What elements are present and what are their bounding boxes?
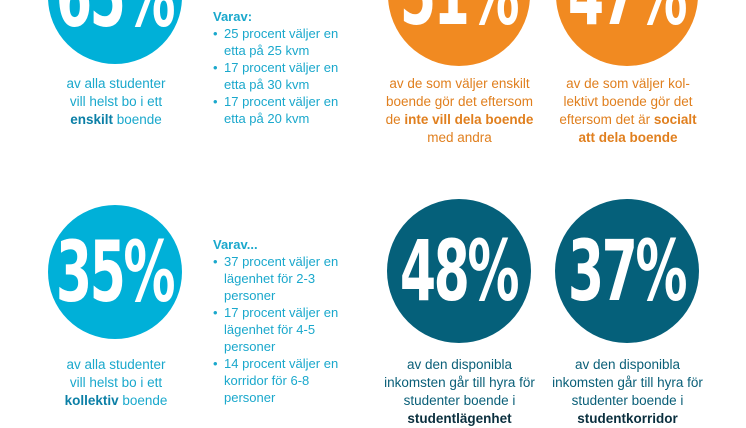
stat-percent: 35% xyxy=(56,223,176,321)
caption-text: boende xyxy=(116,112,162,127)
stat-circle-enskilt: 65% xyxy=(48,0,182,64)
caption-text: boende xyxy=(122,393,168,408)
list-item: 14 procent väljer en korridor för 6-8 pe… xyxy=(213,355,341,406)
stat-circle-studentlagenhet: 48% xyxy=(387,199,531,343)
caption-emphasis: kollektiv xyxy=(64,393,119,408)
caption-text: av alla studenter vill helst bo i ett xyxy=(66,357,166,390)
list-item: 25 procent väljer en etta på 25 kvm xyxy=(213,25,348,59)
stat-circle-vill-ej-dela: 51% xyxy=(388,0,530,66)
caption-text: av de som väljer kol-lektivt boende gör … xyxy=(559,76,693,127)
list-heading: Varav: xyxy=(213,9,253,24)
stat-caption-vill-ej-dela: av de som väljer enskilt boende gör det … xyxy=(381,75,538,147)
stat-percent: 51% xyxy=(400,0,520,44)
stat-circle-studentkorridor: 37% xyxy=(555,199,699,343)
stat-percent: 37% xyxy=(568,222,688,320)
caption-text: av den disponibla inkomsten går till hyr… xyxy=(552,357,703,408)
stat-percent: 47% xyxy=(568,0,688,44)
list-item: 17 procent väljer en etta på 30 kvm xyxy=(213,59,348,93)
caption-text: av de som väljer enskilt boende gör det … xyxy=(385,76,534,127)
caption-emphasis: socialt att dela boende xyxy=(578,112,697,145)
caption-emphasis: inte vill dela boende xyxy=(404,112,534,127)
caption-emphasis: enskilt xyxy=(70,112,113,127)
stat-circle-kollektiv: 35% xyxy=(48,205,182,339)
stat-caption-enskilt: av alla studenter vill helst bo i ett en… xyxy=(58,75,174,129)
caption-text: av den disponibla inkomsten går till hyr… xyxy=(384,357,535,408)
breakdown-list-enskilt: Varav: 25 procent väljer en etta på 25 k… xyxy=(213,8,348,127)
stat-percent: 48% xyxy=(400,222,520,320)
breakdown-list-kollektiv: Varav... 37 procent väljer en lägenhet f… xyxy=(213,236,341,406)
stat-circle-socialt: 47% xyxy=(556,0,698,66)
list-item: 37 procent väljer en lägenhet för 2-3 pe… xyxy=(213,253,341,304)
list-item: 17 procent väljer en etta på 20 kvm xyxy=(213,93,348,127)
stat-caption-studentlagenhet: av den disponibla inkomsten går till hyr… xyxy=(381,356,538,428)
caption-text: med andra xyxy=(427,130,492,145)
stat-caption-socialt: av de som väljer kol-lektivt boende gör … xyxy=(553,75,703,147)
list-heading: Varav... xyxy=(213,237,258,252)
stat-caption-studentkorridor: av den disponibla inkomsten går till hyr… xyxy=(549,356,706,428)
stat-percent: 65% xyxy=(56,0,176,46)
stat-caption-kollektiv: av alla studenter vill helst bo i ett ko… xyxy=(58,356,174,410)
caption-text: av alla studenter vill helst bo i ett xyxy=(66,76,166,109)
list-item: 17 procent väljer en lägenhet för 4-5 pe… xyxy=(213,304,341,355)
